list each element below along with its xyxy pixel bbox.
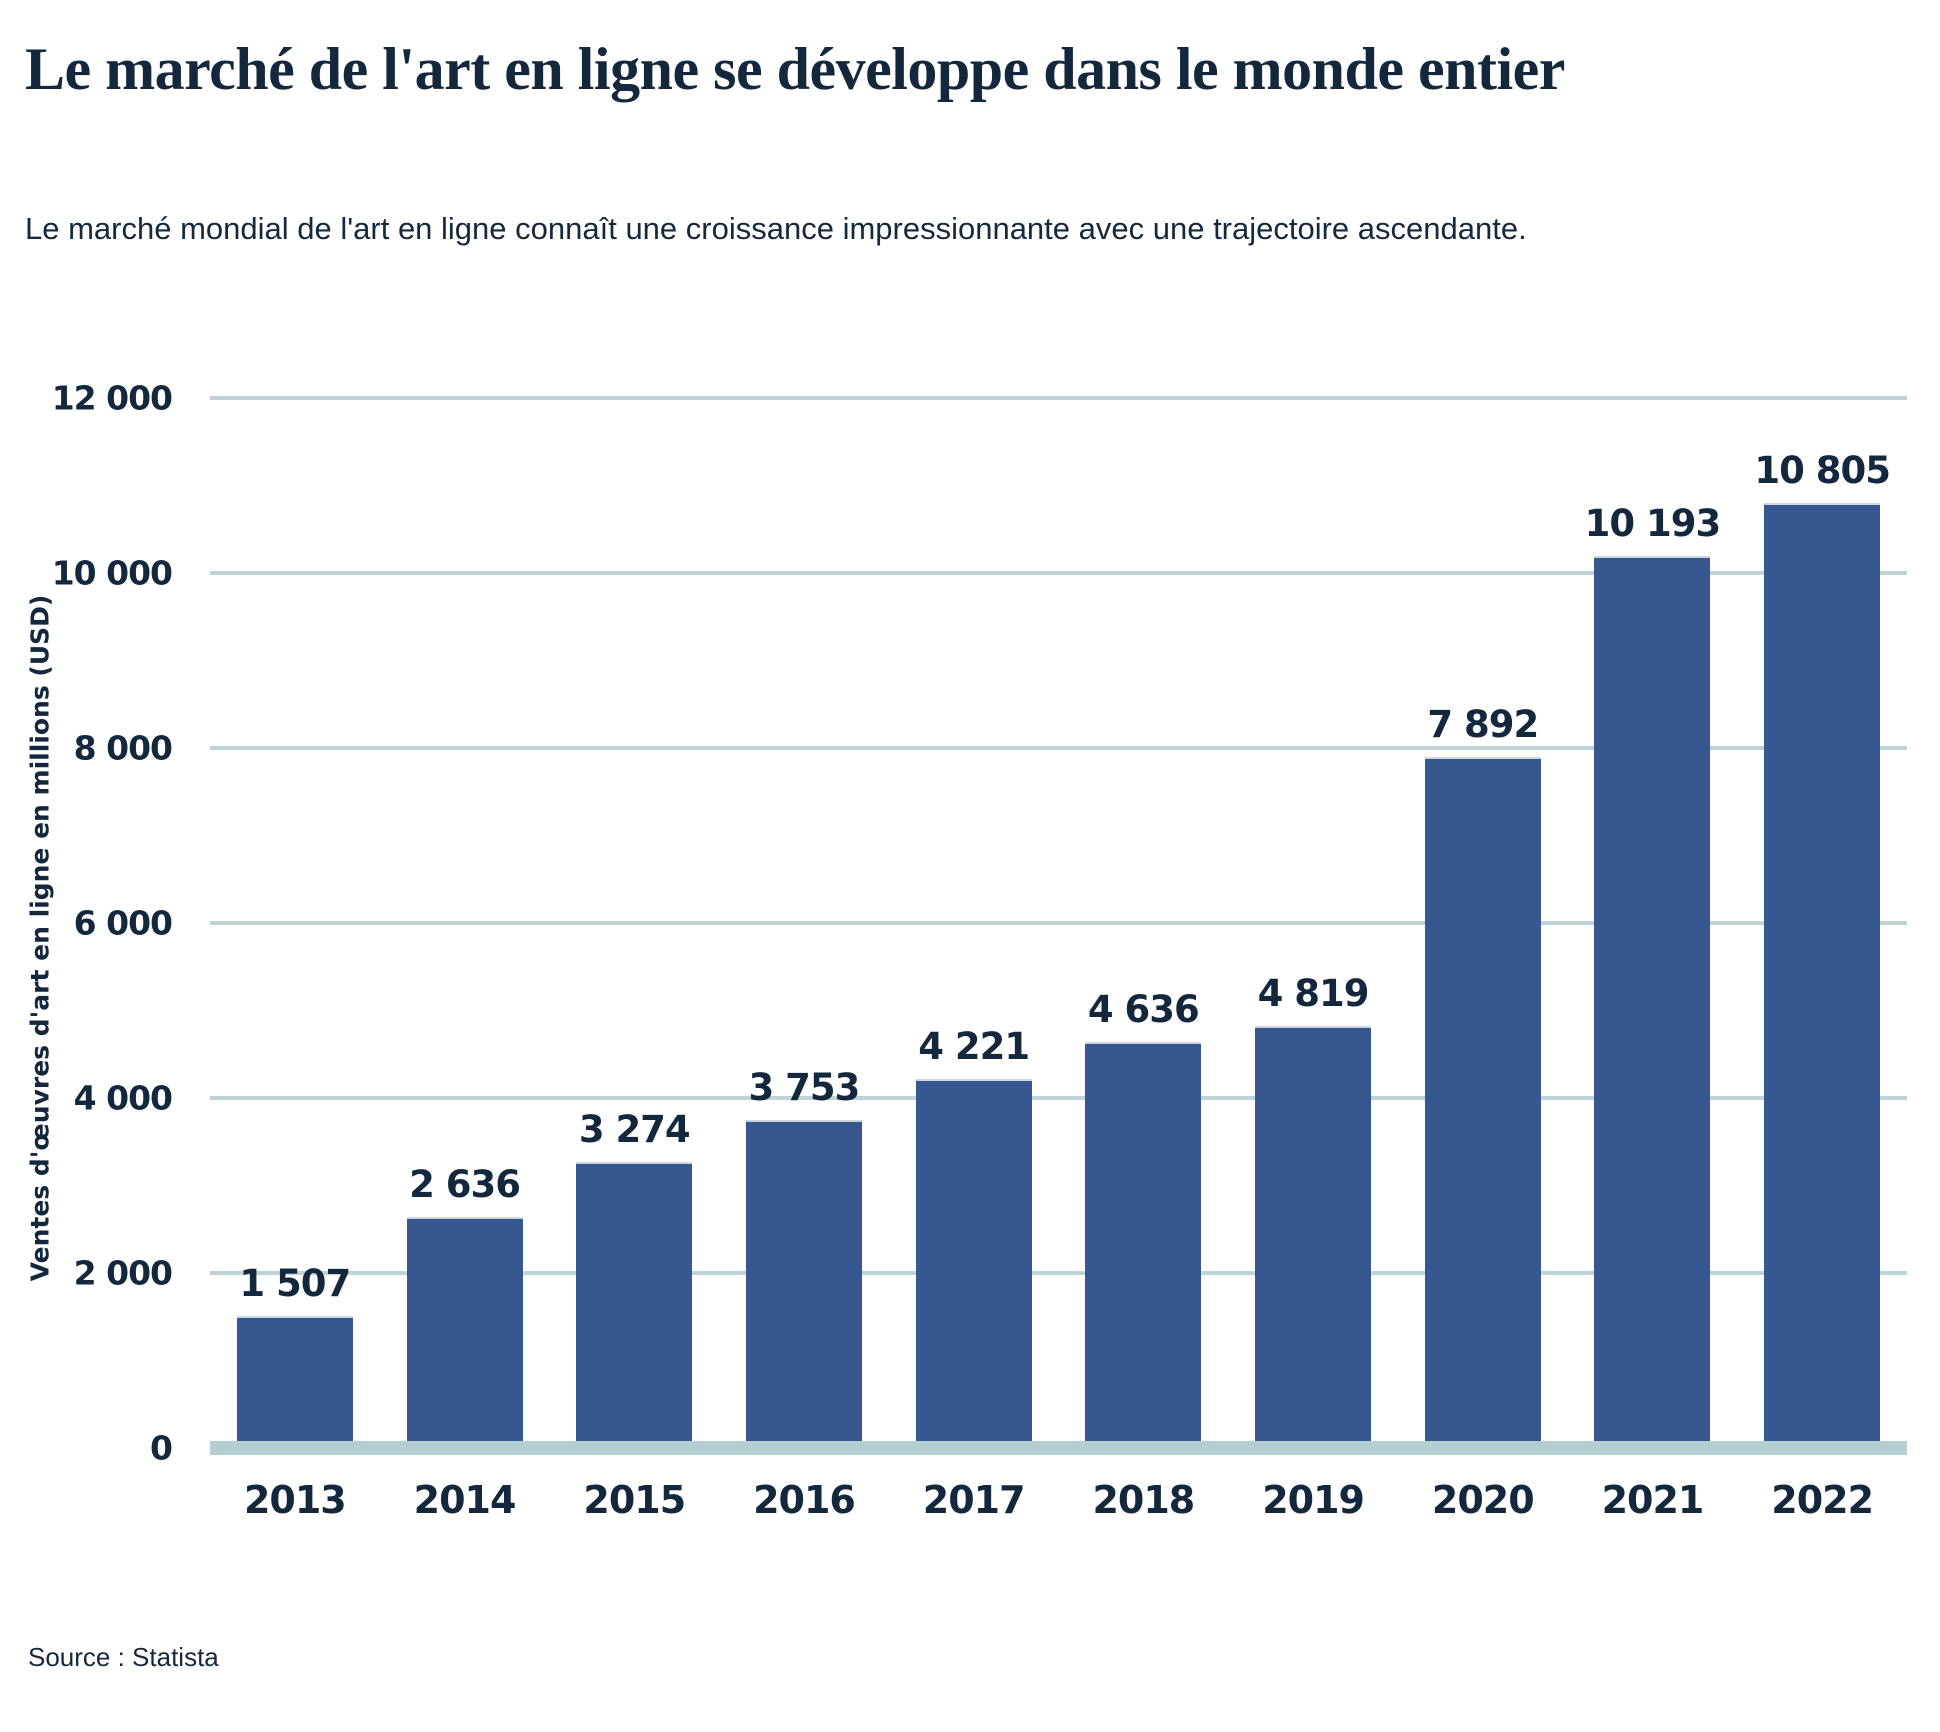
value-label-2014: 2 636 [409,1163,521,1207]
y-tick-label: 12 000 [51,378,173,418]
bar-slot: 1 507 [210,398,380,1448]
value-label-2016: 3 753 [748,1065,861,1109]
bar-slot: 3 753 [719,398,889,1448]
x-tick-label-2017: 2017 [922,1478,1026,1522]
value-label-2015: 3 274 [578,1107,691,1151]
y-tick-label: 2 000 [73,1253,173,1293]
chart-subtitle: Le marché mondial de l'art en ligne conn… [25,211,1527,246]
x-tick-label-2020: 2020 [1431,1478,1535,1522]
bar-2014 [406,1217,523,1448]
y-tick-label: 8 000 [73,728,173,768]
gridline [210,746,1907,750]
x-tick-label-2014: 2014 [413,1478,517,1522]
bar-2018 [1085,1042,1202,1448]
bar-slot: 4 221 [889,398,1059,1448]
y-tick-label: 0 [150,1428,173,1468]
value-label-2017: 4 221 [918,1024,1030,1068]
y-tick-label: 6 000 [73,903,173,943]
gridline [210,571,1907,575]
source-note: Source : Statista [28,1642,219,1672]
bar-slot: 3 274 [549,398,719,1448]
bar-2020 [1424,757,1541,1448]
bar-2015 [576,1161,693,1448]
y-tick-label: 4 000 [73,1078,173,1118]
value-label-2019: 4 819 [1257,972,1370,1016]
value-label-2021: 10 193 [1584,502,1722,546]
gridline [210,1271,1907,1275]
bar-2019 [1255,1026,1372,1448]
bar-2017 [915,1078,1032,1448]
bar-series: 1 507 2 636 3 274 3 753 4 221 4 636 4 819 7 892… [210,398,1907,1448]
bar-2022 [1764,502,1881,1448]
bar-slot: 4 636 [1059,398,1229,1448]
x-tick-label-2022: 2022 [1771,1478,1874,1522]
value-label-2020: 7 892 [1427,703,1539,747]
x-axis-baseline [210,1441,1907,1455]
x-tick-label-2021: 2021 [1601,1478,1705,1522]
x-tick-label-2013: 2013 [243,1478,347,1522]
gridline [210,1096,1907,1100]
gridline [210,396,1907,400]
gridline [210,921,1907,925]
bar-slot: 2 636 [380,398,550,1448]
bar-slot: 10 805 [1737,398,1907,1448]
bar-slot: 4 819 [1228,398,1398,1448]
bar-2016 [745,1119,862,1448]
value-label-2013: 1 507 [239,1262,351,1306]
bar-slot: 10 193 [1568,398,1738,1448]
value-label-2022: 10 805 [1754,448,1891,492]
x-tick-label-2018: 2018 [1092,1478,1195,1522]
x-tick-label-2016: 2016 [753,1478,856,1522]
x-tick-label-2015: 2015 [583,1478,686,1522]
bar-slot: 7 892 [1398,398,1568,1448]
bar-2021 [1594,556,1711,1448]
value-label-2018: 4 636 [1087,988,1200,1032]
y-tick-label: 10 000 [51,553,173,593]
x-tick-label-2019: 2019 [1262,1478,1365,1522]
bar-2013 [236,1316,353,1448]
plot-area: 1 507 2 636 3 274 3 753 4 221 4 636 4 819 7 892… [210,396,1907,1455]
x-axis: 2013 2014 2015 2016 2017 2018 2019 2020 2021 2022 [210,1478,1907,1522]
page-title: Le marché de l'art en ligne se développe… [25,36,1565,103]
